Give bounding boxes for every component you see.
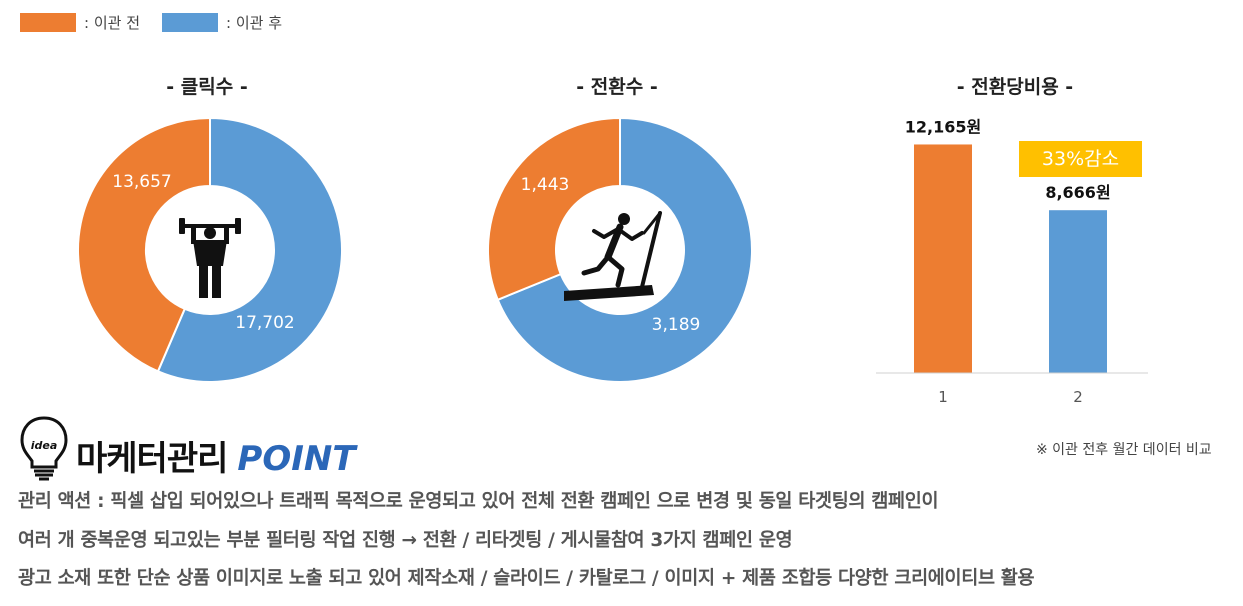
bar-1 [914,144,972,373]
x-tick-label: 1 [938,388,948,406]
conversions-chart-title: - 전환수 - [576,76,658,98]
cost-per-conversion-chart-title: - 전환당비용 - [956,76,1074,98]
legend-swatch-before [20,13,76,32]
bar-value-label: 12,165원 [905,117,981,136]
conversions-donut-chart: 1,443 3,189 [487,116,753,383]
conversions-before-label: 1,443 [521,175,570,195]
bar-2 [1049,210,1107,373]
brand-title-english: POINT [237,439,356,479]
lightbulb-icon: idea [20,416,68,481]
cost-per-conversion-bar-chart: 12,165원 8,666원 1 2 [876,117,1148,406]
legend-label-before: : 이관 전 [84,14,140,32]
treadmill-runner-icon [564,211,662,301]
conversions-slice-before [487,116,621,302]
clicks-before-label: 13,657 [112,172,171,192]
bar-value-label: 8,666원 [1045,183,1110,202]
conversions-after-label: 3,189 [652,315,701,335]
x-tick-label: 2 [1073,388,1083,406]
weightlifter-icon [179,218,241,298]
data-note: ※ 이관 전후 월간 데이터 비교 [1036,442,1212,458]
decrease-badge: 33%감소 [1019,141,1142,177]
bulb-text: idea [31,439,58,452]
marketer-point-logo: idea 마케터관리 POINT [18,415,356,481]
brand-title-korean: 마케터관리 [76,439,228,479]
clicks-slice-after [156,116,343,383]
clicks-after-label: 17,702 [235,313,294,333]
clicks-donut-chart: 13,657 17,702 [77,116,343,383]
legend: : 이관 전 : 이관 후 [20,12,304,33]
clicks-slice-before [77,116,211,373]
legend-label-after: : 이관 후 [226,14,282,32]
description-line-1: 관리 액션 : 픽셀 삽입 되어있으나 트래픽 목적으로 운영되고 있어 전체 … [18,491,939,512]
clicks-chart-title: - 클릭수 - [166,76,248,98]
conversions-slice-after [496,116,753,383]
legend-swatch-after [162,13,218,32]
description-line-3: 광고 소재 또한 단순 상품 이미지로 노출 되고 있어 제작소재 / 슬라이드… [18,568,1035,589]
description-line-2: 여러 개 중복운영 되고있는 부분 필터링 작업 진행 → 전환 / 리타겟팅 … [18,530,793,551]
